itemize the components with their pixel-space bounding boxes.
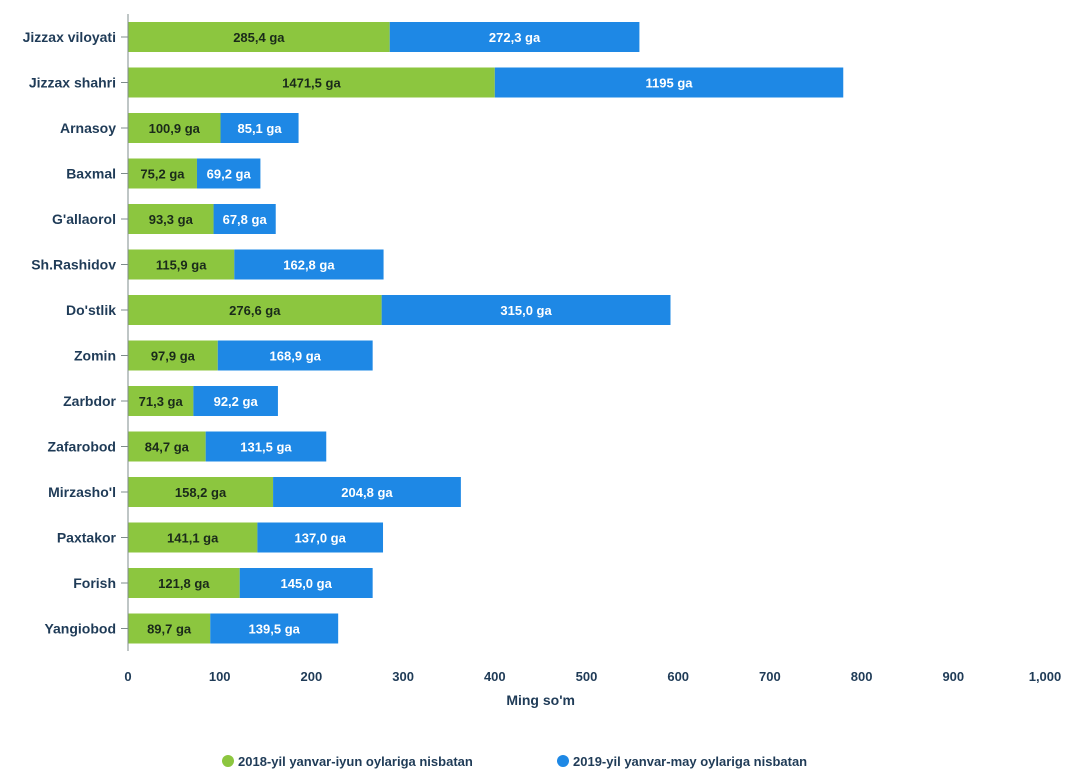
bar-data-label: 158,2 ga [175,485,227,500]
x-axis-title: Ming so'm [506,692,575,708]
x-tick-label: 900 [942,669,964,684]
bar-segment-2018 [128,340,218,371]
bar-segment-2019 [239,568,373,598]
category-label: Jizzax viloyati [23,29,116,45]
x-tick-label: 100 [209,669,231,684]
bar-segment-2019 [273,477,461,507]
bar-segment-2019 [193,386,278,416]
category-label: Arnasoy [60,120,116,136]
category-label: Do'stlik [66,302,116,318]
bar-data-label: 141,1 ga [167,531,219,546]
x-tick-label: 600 [667,669,689,684]
bar-data-label: 145,0 ga [281,576,333,591]
category-label: G'allaorol [52,211,116,227]
bar-segment-2018 [128,67,495,98]
x-tick-label: 200 [301,669,323,684]
category-label: Zafarobod [48,439,116,455]
bar-data-label: 139,5 ga [249,622,301,637]
bar-segment-2019 [381,295,671,325]
bar-segment-2019 [234,249,384,280]
bar-segment-2019 [494,67,844,98]
bar-data-label: 69,2 ga [207,167,252,182]
legend-marker-2019 [557,755,569,767]
bar-segment-2019 [389,22,640,52]
bar-data-label: 115,9 ga [156,258,207,273]
bar-data-label: 71,3 ga [139,394,184,409]
x-tick-label: 0 [124,669,131,684]
bar-segment-2018 [128,158,197,189]
bar-data-label: 92,2 ga [214,394,259,409]
category-label: Yangiobod [44,621,116,637]
legend-marker-2018 [222,755,234,767]
bar-segment-2018 [128,204,214,234]
y-axis: Jizzax viloyati Jizzax shahri Arnasoy Baxma… [23,14,129,651]
bar-data-label: 85,1 ga [237,121,282,136]
category-label: Baxmal [66,166,116,182]
x-tick-label: 1,000 [1029,669,1062,684]
bar-segment-2018 [128,522,258,553]
category-label: Jizzax shahri [29,75,116,91]
bar-data-label: 168,9 ga [270,349,322,364]
x-tick-label: 700 [759,669,781,684]
bar-data-label: 204,8 ga [341,485,393,500]
bar-data-label: 315,0 ga [500,303,552,318]
bar-segment-2018 [128,295,382,325]
category-label: Mirzasho'l [48,484,116,500]
category-label: Zomin [74,348,116,364]
bar-segment-2019 [210,613,339,644]
bar-data-label: 97,9 ga [151,349,196,364]
bar-segment-2018 [128,386,194,416]
bar-data-label: 285,4 ga [233,30,285,45]
legend-entry-label: 2018-yil yanvar-iyun oylariga nisbatan [238,754,473,769]
bar-data-label: 1471,5 ga [282,76,341,91]
bar-segment-2018 [128,22,390,52]
bar-data-label: 75,2 ga [140,167,185,182]
bar-labels-layer: 285,4 ga 272,3 ga 1471,5 ga 1195 ga 100,9 ga… [139,30,694,637]
category-label: Zarbdor [63,393,116,409]
bar-data-label: 121,8 ga [158,576,210,591]
x-tick-label: 800 [851,669,873,684]
x-tick-label: 300 [392,669,414,684]
bar-data-label: 93,3 ga [149,212,194,227]
bar-segment-2018 [128,613,211,644]
bar-data-label: 1195 ga [646,76,694,91]
x-tick-label: 400 [484,669,506,684]
legend-entry-label: 2019-yil yanvar-may oylariga nisbatan [573,754,807,769]
legend: 2018-yil yanvar-iyun oylariga nisbatan 20… [222,754,807,769]
bar-data-label: 67,8 ga [223,212,268,227]
bar-segment-2019 [213,204,276,234]
bar-segment-2019 [220,113,299,143]
bar-segment-2019 [196,158,261,189]
bar-data-label: 272,3 ga [489,30,541,45]
category-label: Paxtakor [57,530,117,546]
bar-data-label: 276,6 ga [229,303,281,318]
bar-data-label: 89,7 ga [147,622,192,637]
bar-segment-2018 [128,431,206,462]
bar-data-label: 100,9 ga [149,121,201,136]
x-tick-label: 500 [576,669,598,684]
bar-data-label: 137,0 ga [295,531,347,546]
bar-segment-2019 [217,340,373,371]
bar-segment-2018 [128,249,235,280]
bar-segment-2018 [128,568,240,598]
bar-data-label: 84,7 ga [145,440,190,455]
bar-segment-2018 [128,477,274,507]
bar-segment-2019 [257,522,384,553]
category-label: Forish [73,575,116,591]
bar-data-label: 131,5 ga [240,440,292,455]
category-label: Sh.Rashidov [31,257,116,273]
bar-segment-2019 [205,431,327,462]
bar-segment-2018 [128,113,221,143]
bars-layer [128,22,844,644]
bar-data-label: 162,8 ga [283,258,335,273]
x-axis: 0 100 200 300 400 500 600 700 800 900 1,000 [124,669,1061,684]
